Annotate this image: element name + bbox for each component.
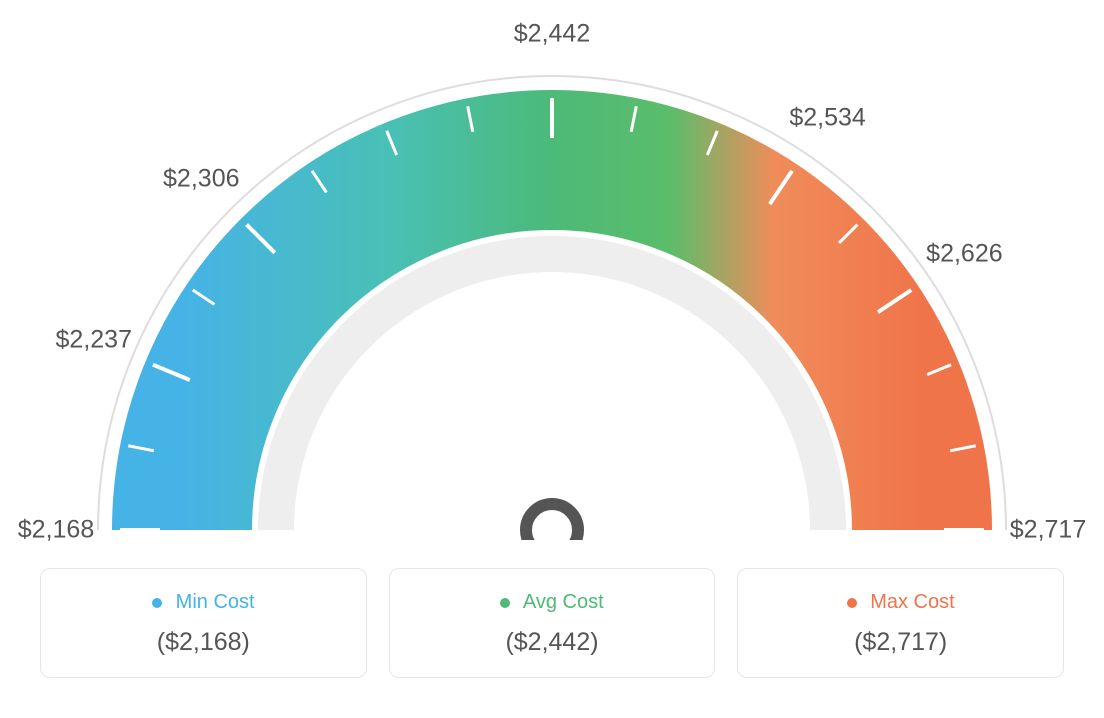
max-dot [847,598,857,608]
gauge-tick-label: $2,168 [18,516,94,545]
gauge-tick-label: $2,626 [926,240,1002,269]
gauge-tick-label: $2,717 [1010,516,1086,545]
avg-cost-label: Avg Cost [523,591,604,613]
min-dot [152,598,162,608]
avg-cost-title: Avg Cost [408,591,697,614]
gauge-tick-label: $2,534 [789,103,865,132]
gauge-tick-label: $2,306 [163,165,239,194]
min-cost-label: Min Cost [176,591,255,613]
gauge-tick-label: $2,237 [56,326,132,355]
max-cost-title: Max Cost [756,591,1045,614]
gauge-chart: $2,168$2,237$2,306$2,442$2,534$2,626$2,7… [40,40,1064,540]
max-cost-value: ($2,717) [756,628,1045,657]
gauge-tick-label: $2,442 [514,20,590,49]
avg-cost-value: ($2,442) [408,628,697,657]
summary-cards: Min Cost ($2,168) Avg Cost ($2,442) Max … [40,568,1064,678]
avg-cost-card: Avg Cost ($2,442) [389,568,716,678]
min-cost-card: Min Cost ($2,168) [40,568,367,678]
max-cost-label: Max Cost [870,591,954,613]
avg-dot [500,598,510,608]
max-cost-card: Max Cost ($2,717) [737,568,1064,678]
gauge-svg [40,40,1064,540]
min-cost-title: Min Cost [59,591,348,614]
min-cost-value: ($2,168) [59,628,348,657]
